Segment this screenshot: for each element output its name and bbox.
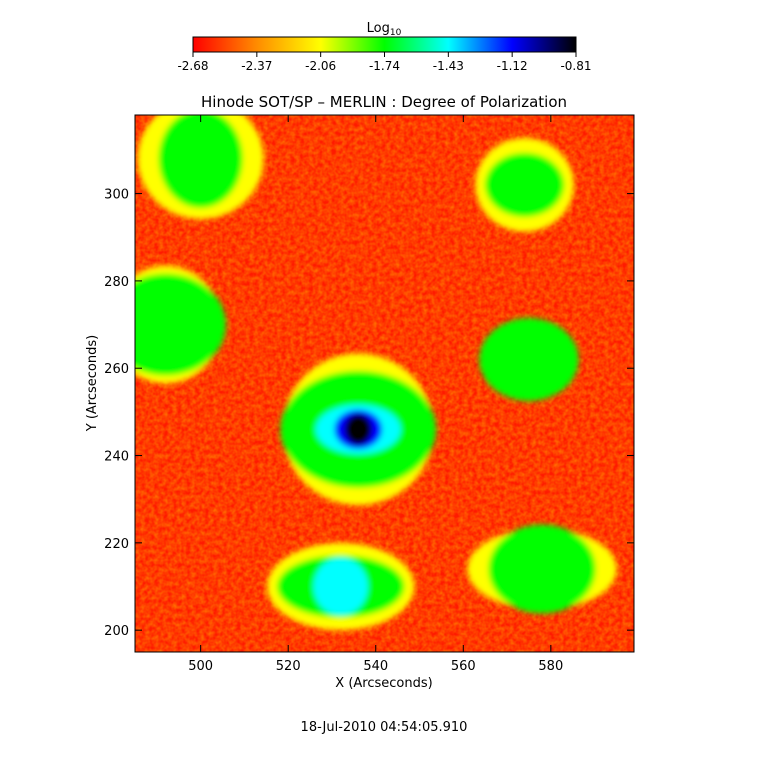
- colorbar-tick-label: -1.12: [497, 59, 528, 73]
- heatmap-feature-network: [475, 137, 575, 232]
- y-tick-label: 240: [104, 450, 129, 465]
- colorbar-label: Log10: [367, 21, 402, 38]
- x-tick-label: 540: [363, 659, 388, 674]
- y-tick-label: 300: [104, 188, 129, 203]
- y-tick-label: 220: [104, 537, 129, 552]
- colorbar: Log10 -2.68 -2.37 -2.06 -1.74 -1.43 -1.12 -0.8…: [177, 21, 591, 73]
- x-tick-label: 520: [276, 659, 301, 674]
- colorbar-tick-label: -1.43: [433, 59, 464, 73]
- colorbar-tick-label: -2.68: [177, 59, 208, 73]
- plot-frame: [134, 114, 635, 653]
- heatmap-feature-network: [135, 265, 226, 384]
- colorbar-ticks: -2.68 -2.37 -2.06 -1.74 -1.43 -1.12 -0.81: [177, 52, 592, 73]
- y-tick-label: 200: [104, 624, 129, 639]
- y-tick-label: 260: [104, 362, 129, 377]
- heatmap-feature-plage: [266, 542, 415, 631]
- colorbar-tick-label: -1.74: [369, 59, 400, 73]
- x-tick-label: 580: [538, 659, 563, 674]
- x-tick-label: 560: [451, 659, 476, 674]
- chart-title: Hinode SOT/SP – MERLIN : Degree of Polar…: [201, 93, 567, 111]
- y-tick-label: 280: [104, 275, 129, 290]
- colorbar-tick-label: -2.06: [305, 59, 336, 73]
- heatmap-area: [134, 114, 635, 653]
- heatmap-feature-network: [137, 115, 264, 220]
- y-axis-label: Y (Arcseconds): [85, 335, 100, 432]
- x-axis: 500 520 540 560 580: [188, 115, 563, 674]
- colorbar-tick-label: -0.81: [560, 59, 591, 73]
- heatmap-contour: [484, 157, 565, 212]
- timestamp: 18-Jul-2010 04:54:05.910: [301, 720, 468, 735]
- y-axis: 200 220 240 260 280 300: [104, 188, 634, 639]
- heatmap-contour: [168, 125, 234, 192]
- x-axis-label: X (Arcseconds): [335, 676, 432, 691]
- colorbar-tick-label: -2.37: [241, 59, 272, 73]
- heatmap-contour: [313, 557, 368, 616]
- heatmap-feature-plage: [467, 524, 617, 614]
- heatmap-contour: [344, 414, 372, 445]
- heatmap-contour: [479, 318, 579, 401]
- heatmap-contour: [507, 526, 577, 612]
- heatmap-feature-strong-polarization-core: [280, 353, 437, 506]
- heatmap-contour: [135, 273, 226, 376]
- colorbar-bar: [192, 36, 577, 53]
- x-tick-label: 500: [188, 659, 213, 674]
- heatmap-features: [135, 115, 617, 631]
- heatmap-feature-network: [479, 317, 579, 402]
